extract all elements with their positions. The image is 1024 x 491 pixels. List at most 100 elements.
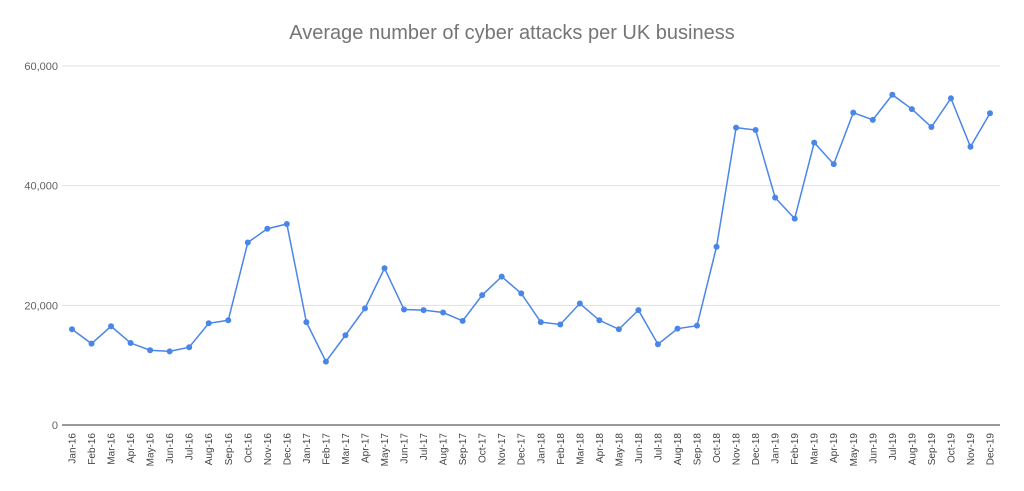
data-point [108,323,115,330]
y-tick-label: 40,000 [24,181,58,193]
data-point [381,265,388,272]
gridlines [62,65,1000,306]
x-tick-label: Dec-18 [751,433,762,466]
data-point [889,91,896,98]
x-axis-ticks: Jan-16 Feb-16 Mar-16 Apr-16 May-16 Jun-16 Jul-… [68,433,997,467]
x-tick-label: Nov-16 [263,433,274,466]
data-point [420,307,427,314]
data-point [811,139,818,146]
data-point [713,243,720,250]
x-tick-label: Apr-18 [595,433,606,463]
data-point [88,340,95,347]
data-point [479,292,486,299]
x-tick-label: May-18 [614,433,625,467]
x-tick-label: Jun-16 [165,433,176,464]
data-point [772,194,779,201]
x-tick-label: Sep-19 [927,433,938,466]
data-point [576,300,583,307]
x-tick-label: Jun-17 [400,433,411,464]
x-tick-label: May-16 [146,433,157,467]
data-point [166,348,173,355]
x-tick-label: Aug-19 [907,433,918,466]
data-point [654,341,661,348]
data-point [752,127,759,134]
data-point [401,306,408,313]
x-tick-label: Jun-19 [868,433,879,464]
data-point [557,321,564,328]
x-tick-label: Apr-16 [126,433,137,463]
data-point [537,319,544,326]
x-tick-label: Feb-18 [556,433,567,465]
x-tick-label: Aug-17 [439,433,450,466]
data-point [615,326,622,333]
x-tick-label: Oct-17 [478,433,489,463]
data-point [69,326,75,333]
x-tick-label: Jul-17 [419,433,430,461]
data-point [850,109,857,116]
data-point [283,220,290,227]
x-tick-label: Feb-16 [87,433,98,465]
x-tick-label: Apr-17 [360,433,371,463]
x-tick-label: Oct-18 [712,433,723,463]
x-tick-label: Oct-19 [946,433,957,463]
x-tick-label: Mar-17 [341,433,352,465]
x-tick-label: Dec-16 [282,433,293,466]
data-point [791,215,798,222]
data-point [733,124,740,131]
x-tick-label: Sep-17 [458,433,469,466]
data-point [361,305,368,312]
x-tick-label: May-17 [380,433,391,467]
data-point [596,317,603,324]
data-point [205,320,212,327]
x-tick-label: Jan-18 [536,433,547,464]
y-tick-label: 0 [52,420,58,432]
data-point [186,344,193,351]
data-point [987,110,993,117]
x-tick-label: Jan-17 [302,433,313,464]
x-tick-label: Mar-16 [107,433,118,465]
series-line [71,93,991,364]
data-point [830,161,837,168]
y-tick-label: 20,000 [24,300,58,312]
x-tick-label: Nov-18 [732,433,743,466]
x-tick-label: Jun-18 [634,433,645,464]
data-point [498,273,505,280]
x-tick-label: Sep-16 [224,433,235,466]
series-layer [69,91,993,365]
data-point [264,225,271,232]
data-point [694,322,701,329]
data-point [440,309,447,316]
data-point [303,319,310,326]
x-tick-label: Feb-17 [321,433,332,465]
data-point [127,340,134,347]
data-point [322,358,329,365]
data-point [928,124,935,131]
x-tick-label: Dec-19 [986,433,997,466]
x-tick-label: Apr-19 [829,433,840,463]
data-point [967,143,974,150]
x-tick-label: Jan-19 [771,433,782,464]
data-point [518,290,525,297]
data-point [947,95,954,102]
x-tick-label: Mar-18 [575,433,586,465]
data-point [674,325,681,332]
x-tick-label: Nov-17 [497,433,508,466]
data-point [869,116,876,123]
data-point [225,317,232,324]
x-tick-label: Dec-17 [517,433,528,466]
x-tick-label: Jan-16 [68,433,79,464]
x-tick-label: Feb-19 [790,433,801,465]
x-tick-label: Aug-18 [673,433,684,466]
x-tick-label: Sep-18 [693,433,704,466]
data-point [908,106,915,113]
y-axis-ticks: 0 20,000 40,000 60,000 [24,61,58,432]
data-point [244,239,251,246]
x-tick-label: Aug-16 [204,433,215,466]
x-tick-label: Jul-18 [653,433,664,461]
data-point [459,317,466,324]
x-tick-label: Jul-16 [185,433,196,461]
x-tick-label: Oct-16 [243,433,254,463]
data-point [342,332,349,339]
data-point [635,307,642,314]
